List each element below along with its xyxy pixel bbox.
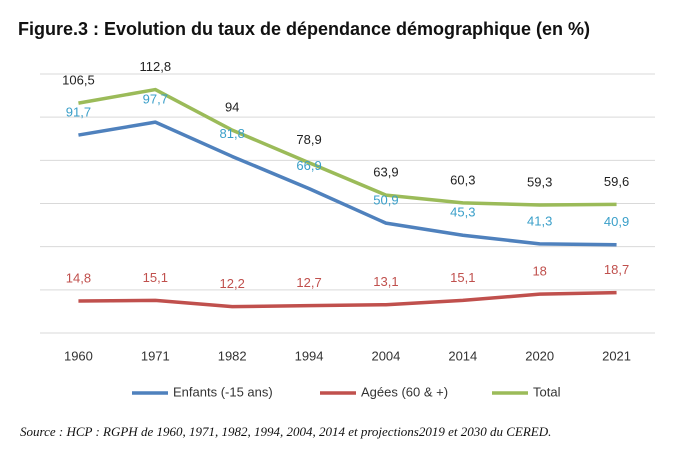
x-tick-label: 1994 [295, 348, 324, 363]
value-label: 45,3 [450, 205, 475, 220]
value-label: 112,8 [140, 59, 172, 74]
value-label: 13,1 [373, 274, 398, 289]
x-tick-label: 2014 [448, 348, 477, 363]
value-label: 18,7 [604, 262, 629, 277]
x-tick-label: 2004 [371, 348, 400, 363]
x-tick-label: 1960 [64, 348, 93, 363]
value-label: 59,6 [604, 174, 629, 189]
chart-title: Figure.3 : Evolution du taux de dépendan… [18, 19, 590, 39]
value-label: 18 [532, 264, 546, 279]
legend-label: Enfants (-15 ans) [173, 384, 273, 399]
value-label: 40,9 [604, 214, 629, 229]
value-label: 78,9 [296, 132, 321, 147]
series-line [78, 290, 617, 309]
x-tick-label: 2020 [525, 348, 554, 363]
value-label: 60,3 [450, 172, 475, 187]
x-tick-label: 1982 [218, 348, 247, 363]
legend-label: Agées (60 & +) [361, 384, 448, 399]
value-label: 97,7 [143, 92, 168, 107]
x-tick-label: 2021 [602, 348, 631, 363]
series-line [78, 120, 617, 247]
value-label: 59,3 [527, 174, 552, 189]
value-label: 81,8 [220, 126, 245, 141]
value-label: 66,9 [296, 158, 321, 173]
value-label: 15,1 [450, 270, 475, 285]
series-line [78, 87, 617, 207]
value-label: 14,8 [66, 270, 91, 285]
source-note: Source : HCP : RGPH de 1960, 1971, 1982,… [20, 424, 551, 439]
x-tick-label: 1971 [141, 348, 170, 363]
value-label: 94 [225, 100, 239, 115]
value-label: 12,2 [220, 276, 245, 291]
value-label: 15,1 [143, 270, 168, 285]
legend-label: Total [533, 384, 561, 399]
value-label: 50,9 [373, 193, 398, 208]
value-label: 12,7 [296, 275, 321, 290]
value-label: 106,5 [62, 73, 95, 88]
value-label: 63,9 [373, 165, 398, 180]
value-label: 41,3 [527, 213, 552, 228]
value-label: 91,7 [66, 105, 91, 120]
